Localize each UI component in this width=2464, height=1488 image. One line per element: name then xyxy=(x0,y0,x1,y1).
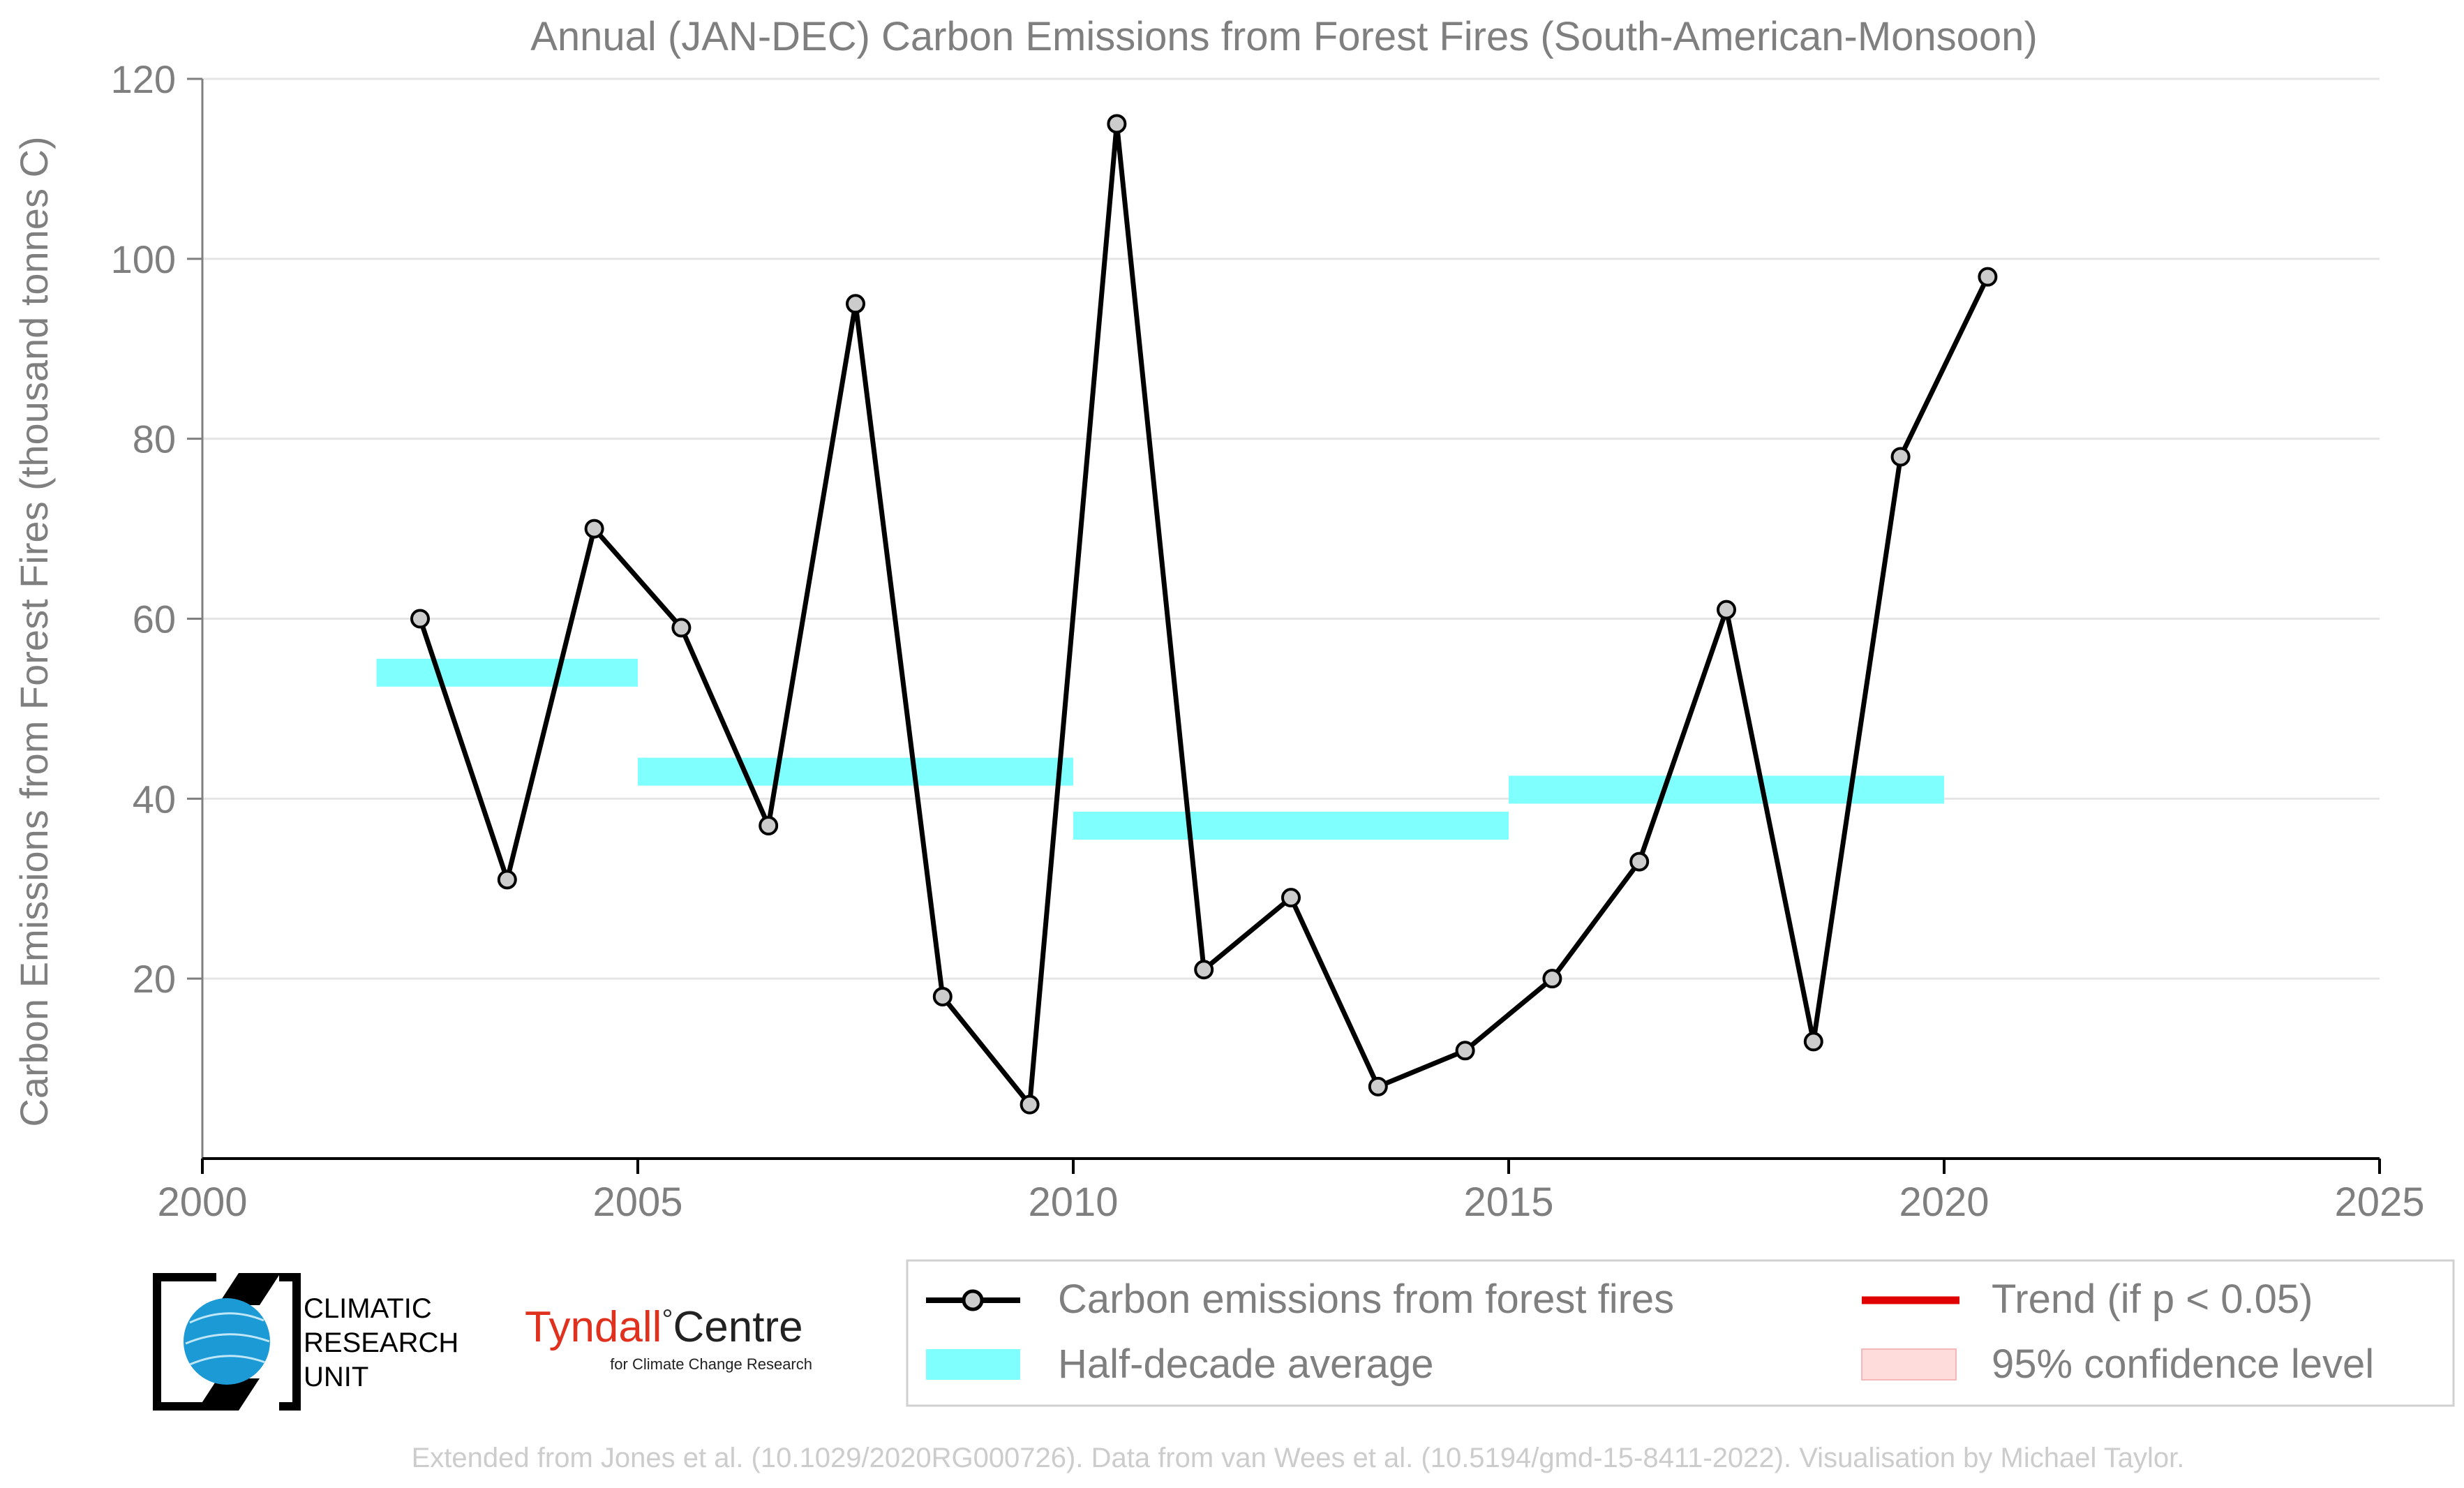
cru-logo: CLIMATIC RESEARCH UNIT xyxy=(153,1273,458,1411)
data-point-2004 xyxy=(584,519,604,539)
data-point-2002 xyxy=(410,609,430,629)
data-point-2016 xyxy=(1629,851,1650,872)
chart-title: Annual (JAN-DEC) Carbon Emissions from F… xyxy=(530,14,2038,59)
y-tick-label-60: 60 xyxy=(133,597,176,641)
data-point-2009 xyxy=(1020,1094,1040,1115)
data-point-2013 xyxy=(1368,1076,1388,1096)
half-decade-band-1 xyxy=(376,658,638,687)
y-axis-label: Carbon Emissions from Forest Fires (thou… xyxy=(12,136,56,1126)
data-point-2011 xyxy=(1194,960,1214,980)
x-tick-label-2025: 2025 xyxy=(2334,1180,2424,1225)
cru-text-line-1: CLIMATIC xyxy=(304,1293,432,1324)
legend-label-emissions: Carbon emissions from forest fires xyxy=(1058,1277,1674,1322)
axes xyxy=(187,77,2381,1174)
footer-credits: Extended from Jones et al. (10.1029/2020… xyxy=(412,1443,2185,1473)
legend-label-trend: Trend (if p < 0.05) xyxy=(1992,1277,2313,1322)
tyndall-subtitle: for Climate Change Research xyxy=(610,1355,812,1373)
data-point-2014 xyxy=(1455,1041,1475,1061)
half-decade-band-4 xyxy=(1509,775,1944,804)
y-tick-label-100: 100 xyxy=(111,237,176,281)
cru-text-line-3: UNIT xyxy=(304,1362,368,1392)
x-tick-label-2000: 2000 xyxy=(157,1180,247,1225)
data-point-2018 xyxy=(1803,1032,1823,1052)
x-tick-label-2010: 2010 xyxy=(1028,1180,1118,1225)
half-decade-average-bands xyxy=(376,658,1944,840)
legend-box xyxy=(906,1259,2455,1407)
half-decade-band-3 xyxy=(1073,812,1509,840)
x-tick-label-2015: 2015 xyxy=(1463,1180,1553,1225)
data-point-2003 xyxy=(497,870,517,890)
legend-label-half-decade: Half-decade average xyxy=(1058,1341,1433,1387)
data-point-2008 xyxy=(932,986,953,1006)
legend-band-half-decade-icon xyxy=(926,1349,1020,1380)
tyndall-degree: ° xyxy=(662,1304,673,1335)
grid-lines xyxy=(202,77,2380,980)
x-tick-label-2020: 2020 xyxy=(1899,1180,1989,1225)
y-tick-label-80: 80 xyxy=(133,417,176,461)
y-tick-label-40: 40 xyxy=(133,777,176,821)
data-point-2017 xyxy=(1717,600,1736,620)
series-carbon-emissions xyxy=(410,114,1998,1115)
y-tick-label-20: 20 xyxy=(133,957,176,1001)
y-tick-label-120: 120 xyxy=(111,57,176,101)
tyndall-centre-word: Centre xyxy=(673,1303,802,1351)
tyndall-logo: Tyndall°Centre for Climate Change Resear… xyxy=(525,1303,812,1373)
legend-label-confidence: 95% confidence level xyxy=(1992,1341,2374,1387)
data-point-2010 xyxy=(1107,114,1127,134)
cru-text-line-2: RESEARCH xyxy=(304,1327,458,1358)
legend-marker-emissions-icon xyxy=(962,1289,984,1311)
series-line-0 xyxy=(417,121,1990,1108)
data-point-2020 xyxy=(1978,267,1998,287)
x-tick-label-2005: 2005 xyxy=(592,1180,682,1225)
globe-icon xyxy=(184,1298,270,1385)
data-point-2007 xyxy=(846,294,865,314)
data-point-2019 xyxy=(1890,447,1911,467)
legend-band-confidence-icon xyxy=(1861,1348,1957,1381)
data-point-2012 xyxy=(1281,888,1301,908)
legend: Carbon emissions from forest fires Trend… xyxy=(906,1259,2455,1407)
data-point-2006 xyxy=(759,816,779,836)
svg-text:Tyndall°Centre: Tyndall°Centre xyxy=(525,1303,803,1351)
half-decade-band-2 xyxy=(638,757,1073,786)
data-point-2005 xyxy=(671,618,692,638)
tyndall-word: Tyndall xyxy=(525,1303,662,1351)
tick-labels: 20 40 60 80 100 120 2000 2005 2010 2015 2020 2025 xyxy=(111,57,2425,1225)
data-point-2015 xyxy=(1542,969,1562,989)
